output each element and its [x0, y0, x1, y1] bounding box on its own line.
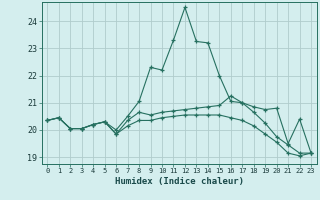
X-axis label: Humidex (Indice chaleur): Humidex (Indice chaleur)	[115, 177, 244, 186]
